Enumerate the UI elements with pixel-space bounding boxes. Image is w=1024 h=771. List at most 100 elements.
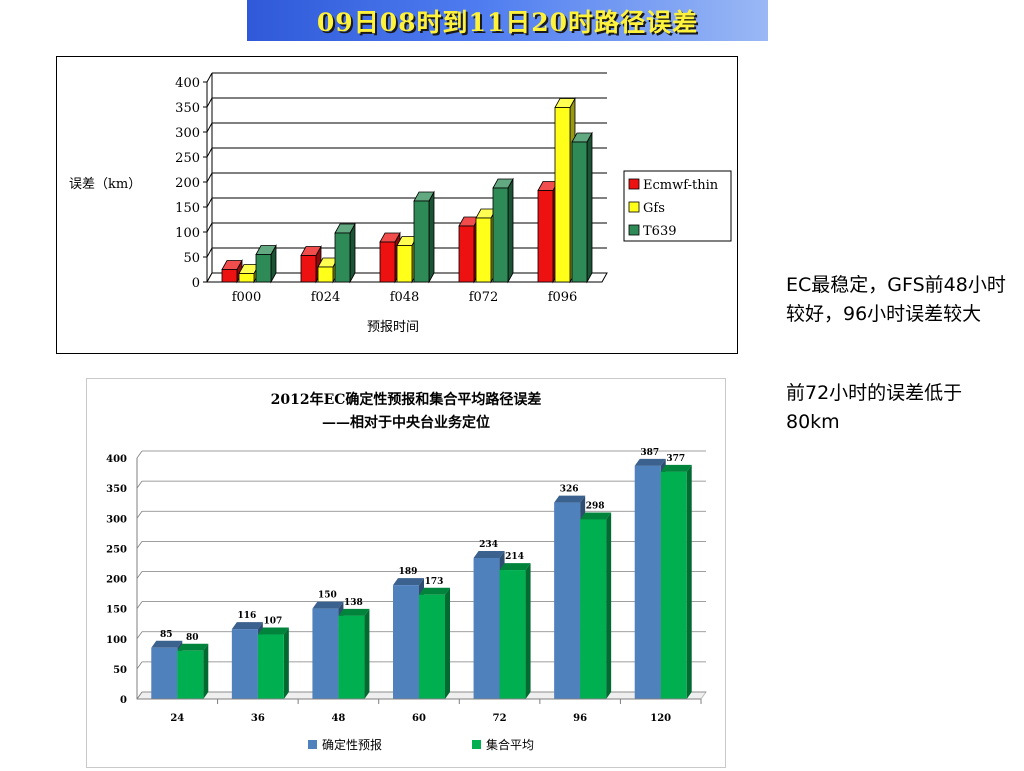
- data-label: 234: [479, 540, 498, 550]
- x-tick-label: 96: [573, 713, 587, 724]
- bar-front: [634, 465, 661, 699]
- bar-front: [554, 107, 571, 283]
- chart-2012-ec-track-error: 2012年EC确定性预报和集合平均路径误差 ——相对于中央台业务定位 0 50 100 1…: [106, 391, 707, 752]
- note-ec-most-stable: EC最稳定，GFS前48小时较好，96小时误差较大: [786, 274, 1006, 325]
- bar-top: [473, 551, 505, 559]
- chart-frame-2012-ec-track-error: 2012年EC确定性预报和集合平均路径误差 ——相对于中央台业务定位 0 50 100 1…: [86, 378, 726, 768]
- data-label: 116: [237, 611, 256, 621]
- y-tick-label: 300: [106, 514, 127, 525]
- bar-deterministic-24: [151, 640, 183, 699]
- bar-front: [571, 141, 588, 283]
- bar-ensemble-72: [499, 563, 531, 699]
- bar-top: [580, 512, 612, 520]
- bar-ecmwf-thin-f000: [221, 258, 243, 284]
- y-tick-label: 350: [175, 101, 200, 116]
- bar-front: [660, 471, 687, 699]
- bar-front: [231, 629, 258, 699]
- gridline-depth: [136, 541, 143, 549]
- bar-front: [255, 254, 272, 283]
- gridline-depth: [206, 247, 213, 258]
- bar-top: [554, 495, 586, 503]
- legend-swatch: [628, 224, 640, 236]
- bar-ensemble-120: [660, 464, 692, 699]
- page-title-banner: 09日08时到11日20时路径误差: [247, 0, 768, 41]
- x-tick-label: 60: [412, 713, 426, 724]
- bar-side: [586, 131, 593, 284]
- gridline-depth: [206, 172, 213, 183]
- legend: 确定性预报 集合平均: [308, 737, 534, 752]
- legend-box: [623, 170, 732, 242]
- y-tick-label: 50: [113, 665, 127, 676]
- bar-side: [428, 190, 435, 284]
- bar-front: [238, 273, 255, 283]
- bar-side: [364, 608, 370, 699]
- gridline-depth: [136, 571, 143, 579]
- bar-ensemble-24: [177, 643, 209, 699]
- y-tick-label: 50: [183, 251, 200, 266]
- x-tick-label: 48: [331, 713, 345, 724]
- bar-top: [338, 608, 370, 616]
- y-tick-label: 200: [106, 575, 127, 586]
- bar-front: [221, 269, 238, 283]
- gridline-depth: [136, 691, 143, 700]
- bar-top: [312, 601, 344, 609]
- y-tick-label: 150: [106, 605, 127, 616]
- bar-front: [334, 232, 351, 283]
- bar-side: [606, 512, 612, 699]
- y-tick-label: 150: [175, 201, 200, 216]
- x-tick-label: f072: [469, 290, 499, 305]
- bar-top: [257, 627, 289, 635]
- y-tick-label: 100: [175, 226, 200, 241]
- bar-side: [507, 177, 514, 284]
- bar-top: [499, 563, 531, 571]
- bar-front: [492, 187, 509, 283]
- chart-subtitle: ——相对于中央台业务定位: [322, 414, 490, 431]
- bar-side: [203, 643, 209, 699]
- x-tick-label: 120: [650, 713, 671, 724]
- gridline-depth: [206, 122, 213, 133]
- x-tick-label: 72: [493, 713, 507, 724]
- bar-ensemble-48: [338, 608, 370, 699]
- gridline-depth: [136, 511, 143, 519]
- y-axis-label: 误差（km）: [69, 177, 141, 192]
- gridline-depth: [136, 661, 143, 670]
- chart-title: 2012年EC确定性预报和集合平均路径误差: [271, 391, 542, 408]
- bar-top: [419, 587, 450, 595]
- y-tick-label: 250: [106, 544, 127, 555]
- bar-ensemble-60: [419, 587, 450, 699]
- bar-t639-f048: [413, 190, 435, 284]
- gridline-depth: [136, 601, 143, 609]
- chart-frame-track-error-models: 0 50 100 150 200 250 300 350 400 f000 f024 f048 f072…: [56, 56, 738, 354]
- bar-front: [257, 634, 284, 699]
- chart-track-error-models: 0 50 100 150 200 250 300 350 400 f000 f024 f048 f072…: [69, 72, 732, 335]
- bar-front: [177, 650, 204, 699]
- bar-t639-f000: [255, 243, 277, 284]
- legend-label: 集合平均: [486, 737, 534, 752]
- y-tick-label: 350: [106, 484, 127, 495]
- data-label: 189: [399, 567, 418, 577]
- legend-label: T639: [643, 224, 676, 239]
- gridline-depth: [206, 72, 213, 83]
- bar-t639-f072: [492, 177, 514, 284]
- bar-front: [151, 647, 178, 699]
- x-tick-label: f000: [232, 290, 262, 305]
- bar-front: [413, 200, 430, 283]
- y-tick-label: 0: [120, 695, 127, 706]
- data-label: 173: [425, 577, 444, 587]
- bar-side: [686, 464, 692, 699]
- bar-side: [525, 563, 531, 699]
- x-axis-label: 预报时间: [367, 320, 419, 335]
- y-tick-label: 250: [175, 151, 200, 166]
- bar-gfs-f072: [475, 207, 497, 284]
- y-tick-label: 300: [175, 126, 200, 141]
- gridline-depth: [136, 480, 143, 489]
- bar-front: [473, 558, 500, 699]
- bar-top: [393, 578, 424, 586]
- data-label: 80: [186, 633, 199, 643]
- bar-side: [283, 627, 289, 699]
- bar-side: [445, 587, 450, 699]
- data-label: 150: [318, 591, 337, 601]
- bar-top: [634, 458, 666, 466]
- bar-top: [151, 640, 183, 648]
- legend-label: Ecmwf-thin: [643, 178, 719, 193]
